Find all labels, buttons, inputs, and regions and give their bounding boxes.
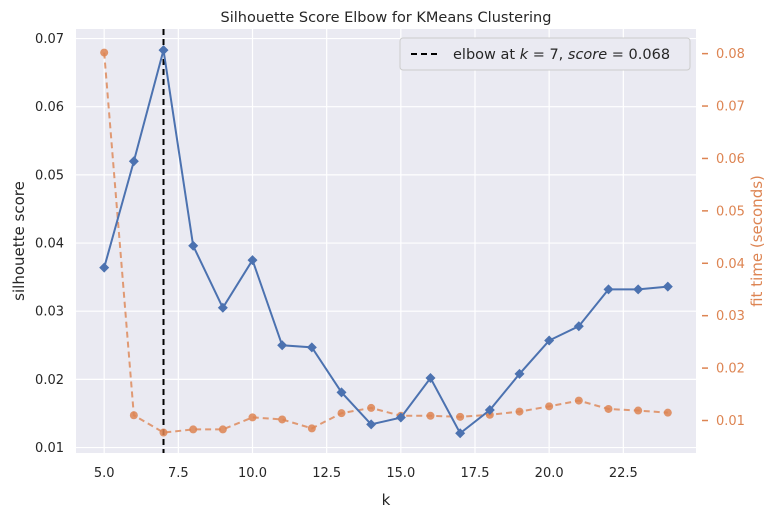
legend-label-k: k bbox=[520, 47, 529, 63]
fit-time-point bbox=[218, 425, 227, 434]
legend-box bbox=[399, 37, 691, 71]
series bbox=[99, 29, 673, 453]
score-point bbox=[544, 335, 555, 346]
y2-tick-label: 0.04 bbox=[716, 257, 745, 272]
x-tick-label: 7.5 bbox=[168, 466, 189, 481]
y2-tick-label: 0.06 bbox=[716, 152, 745, 167]
fit-time-point bbox=[100, 48, 109, 57]
fit-time-point bbox=[426, 411, 435, 420]
x-tick-label: 12.5 bbox=[312, 466, 341, 481]
y-tick-label: 0.06 bbox=[35, 100, 64, 115]
chart-title: Silhouette Score Elbow for KMeans Cluste… bbox=[221, 10, 552, 26]
score-point bbox=[217, 302, 228, 313]
y-tick-label: 0.02 bbox=[35, 373, 64, 388]
x-tick-label: 20.0 bbox=[535, 466, 564, 481]
fit-time-point bbox=[129, 411, 138, 420]
x-tick-label: 10.0 bbox=[238, 466, 267, 481]
fit-time-point bbox=[367, 403, 376, 412]
fit-time-point bbox=[159, 428, 168, 437]
x-tick-label: 17.5 bbox=[461, 466, 490, 481]
score-point bbox=[662, 281, 673, 292]
score-point bbox=[99, 262, 110, 273]
fit-time-point bbox=[604, 404, 613, 413]
y2-tick-label: 0.01 bbox=[716, 414, 745, 429]
x-tick-label: 15.0 bbox=[386, 466, 415, 481]
x-tick-label: 22.5 bbox=[609, 466, 638, 481]
score-point bbox=[395, 412, 406, 423]
score-point bbox=[277, 340, 288, 351]
y-tick-label: 0.07 bbox=[35, 32, 64, 47]
x-axis-label: k bbox=[382, 491, 391, 509]
right-axis-ticks bbox=[702, 52, 708, 422]
fit-time-point bbox=[634, 406, 643, 415]
score-point bbox=[366, 419, 377, 430]
y2-tick-label: 0.07 bbox=[716, 100, 745, 115]
fit-time-point bbox=[456, 412, 465, 421]
legend-label-prefix: elbow at bbox=[453, 47, 520, 63]
score-point bbox=[247, 255, 258, 266]
y-tick-label: 0.03 bbox=[35, 305, 64, 320]
score-point bbox=[633, 284, 644, 295]
fit-time-point bbox=[248, 413, 257, 422]
score-point bbox=[128, 156, 139, 167]
legend-label-score-value: = 0.068 bbox=[607, 47, 670, 63]
fit-time-point bbox=[278, 415, 287, 424]
y2-tick-label: 0.03 bbox=[716, 309, 745, 324]
y-tick-label: 0.05 bbox=[35, 168, 64, 183]
fit-time-point bbox=[545, 402, 554, 411]
y-tick-label: 0.04 bbox=[35, 237, 64, 252]
y2-tick-label: 0.08 bbox=[716, 47, 745, 62]
y2-tick-label: 0.02 bbox=[716, 362, 745, 377]
y2-tick-label: 0.05 bbox=[716, 204, 745, 219]
score-point bbox=[336, 387, 347, 398]
score-point bbox=[514, 368, 525, 379]
fit-time-point bbox=[189, 425, 198, 434]
plot-background bbox=[76, 29, 696, 453]
legend-label-score: score bbox=[568, 47, 607, 63]
fit-time-point bbox=[337, 409, 346, 418]
grid bbox=[76, 29, 696, 453]
score-point bbox=[425, 373, 436, 384]
legend: elbow at k = 7, score = 0.068 bbox=[399, 37, 691, 71]
fit-time-point bbox=[515, 407, 524, 416]
score-line bbox=[103, 49, 668, 435]
score-point bbox=[158, 45, 169, 56]
y-tick-label: 0.01 bbox=[35, 441, 64, 456]
fit-time-point bbox=[663, 408, 672, 417]
y-axis-label: silhouette score bbox=[10, 181, 28, 301]
score-point bbox=[484, 405, 495, 416]
score-point bbox=[573, 321, 584, 332]
y2-axis-label: fit time (seconds) bbox=[748, 175, 766, 307]
fit-time-point bbox=[574, 396, 583, 405]
legend-label-k-value: = 7, bbox=[528, 47, 568, 63]
legend-label: elbow at k = 7, score = 0.068 bbox=[453, 47, 670, 63]
score-point bbox=[455, 428, 466, 439]
score-point bbox=[603, 284, 614, 295]
score-point bbox=[306, 342, 317, 353]
x-tick-label: 5.0 bbox=[94, 466, 115, 481]
fit-time-point bbox=[307, 424, 316, 433]
fit-time-line bbox=[103, 52, 668, 434]
score-point bbox=[188, 240, 199, 251]
